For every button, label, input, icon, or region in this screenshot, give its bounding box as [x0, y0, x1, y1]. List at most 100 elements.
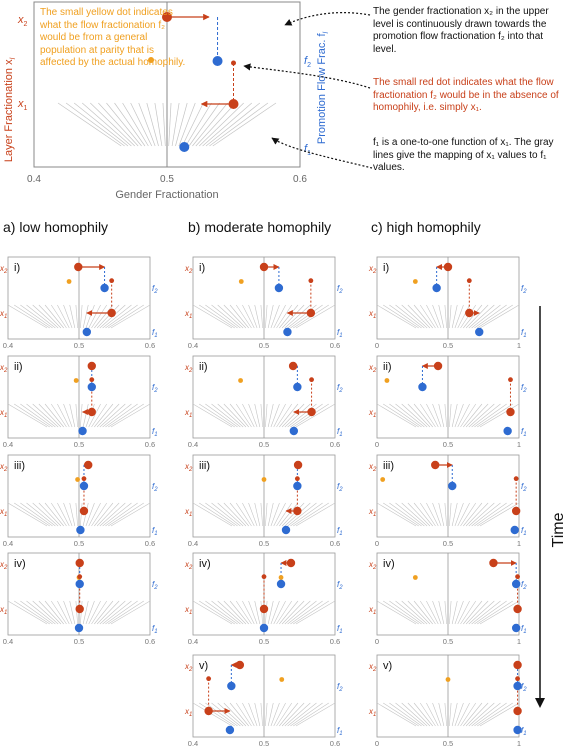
- panel-x-tick: 0.6: [330, 539, 340, 548]
- mapping-line: [479, 304, 520, 329]
- mapping-line: [248, 600, 258, 625]
- legend-mapping-line: [205, 102, 261, 147]
- red-small-dot: [466, 278, 472, 284]
- mapping-line: [413, 702, 433, 727]
- panel-x1-label: x1: [184, 707, 192, 718]
- mapping-line: [254, 502, 261, 527]
- legend-mapping-line: [192, 102, 228, 147]
- red-small-dot: [77, 574, 83, 580]
- mapping-line: [217, 702, 244, 727]
- mapping-line: [102, 600, 132, 625]
- mapping-line: [273, 502, 286, 527]
- mapping-line: [376, 702, 417, 727]
- mapping-line: [99, 403, 126, 428]
- mapping-line: [454, 600, 464, 625]
- mapping-line: [395, 403, 425, 428]
- panel-f2-label: f2: [521, 383, 527, 394]
- mapping-line: [474, 600, 507, 625]
- mapping-line: [248, 502, 258, 527]
- mapping-line: [69, 502, 76, 527]
- mapping-line: [82, 600, 89, 625]
- mapping-line: [383, 403, 419, 428]
- mapping-line: [211, 304, 241, 329]
- f1-dot: [225, 725, 235, 735]
- mapping-line: [290, 600, 323, 625]
- legend-mapping-line: [195, 102, 236, 147]
- mapping-line: [260, 304, 263, 329]
- f2-dot: [418, 382, 427, 392]
- mapping-line: [463, 702, 483, 727]
- mapping-line: [223, 502, 247, 527]
- mapping-line: [287, 600, 317, 625]
- panel-f1-label: f1: [521, 427, 527, 438]
- panel-row-label: i): [383, 262, 389, 274]
- panel-x-tick: 0.4: [188, 440, 198, 449]
- panel-f1-label: f1: [152, 427, 158, 438]
- mapping-line: [426, 600, 439, 625]
- mapping-line: [91, 304, 108, 329]
- mapping-line: [438, 403, 445, 428]
- mapping-line: [463, 403, 483, 428]
- panel-f1-label: f1: [337, 726, 343, 737]
- panel-high-1: i) x2 x1 f2 f1 0 0.5 1: [368, 256, 527, 350]
- f1-dot: [503, 426, 512, 436]
- mapping-line: [192, 502, 233, 527]
- mapping-line: [85, 600, 95, 625]
- mapping-line: [270, 702, 280, 727]
- panel-x-tick: 0.4: [188, 539, 198, 548]
- mapping-line: [96, 600, 120, 625]
- mapping-line: [389, 502, 422, 527]
- panel-x2-label: x2: [368, 264, 377, 275]
- mapping-line: [383, 702, 419, 727]
- panel-x-tick: 0.5: [74, 341, 84, 350]
- mapping-line: [32, 600, 59, 625]
- mapping-line: [235, 502, 252, 527]
- mapping-line: [14, 304, 50, 329]
- mapping-line: [105, 502, 138, 527]
- panel-x-tick: 0.6: [145, 440, 155, 449]
- mapping-line: [14, 403, 50, 428]
- mapping-line: [265, 403, 268, 428]
- mapping-line: [211, 702, 241, 727]
- panel-x1-label: x1: [0, 309, 7, 320]
- mapping-line: [91, 502, 108, 527]
- mapping-line: [242, 702, 255, 727]
- mapping-line: [444, 702, 447, 727]
- mapping-line: [279, 403, 299, 428]
- x2-dot: [431, 460, 440, 470]
- mapping-line: [192, 304, 233, 329]
- legend-mapping-line: [98, 102, 139, 147]
- mapping-line: [26, 600, 56, 625]
- mapping-line: [26, 304, 56, 329]
- x2-dot: [286, 558, 296, 568]
- mapping-line: [270, 304, 280, 329]
- mapping-line: [468, 403, 495, 428]
- mapping-line: [254, 600, 261, 625]
- mapping-line: [293, 502, 329, 527]
- f1-dot: [283, 327, 292, 337]
- mapping-line: [407, 502, 431, 527]
- mapping-line: [465, 403, 489, 428]
- callout-arrow-gender: [284, 12, 371, 26]
- mapping-line: [444, 502, 447, 527]
- f1-dot: [78, 426, 87, 436]
- mapping-line: [471, 304, 501, 329]
- panel-f1-label: f1: [337, 427, 343, 438]
- mapping-line: [102, 304, 132, 329]
- mapping-line: [449, 600, 452, 625]
- mapping-line: [457, 502, 470, 527]
- legend-mapping-line: [106, 102, 142, 147]
- mapping-line: [468, 502, 495, 527]
- f1-mapping-note: f₁ is a one-to-one function of x₁. The g…: [373, 137, 554, 174]
- x1-dot: [259, 604, 269, 614]
- panel-x-tick: 0.5: [259, 637, 269, 646]
- panel-x1-label: x1: [368, 309, 376, 320]
- panel-high-5: v) x2 x1 f2 f1 0 0.5 1: [368, 654, 527, 748]
- yellow-dot: [380, 477, 386, 482]
- panel-x-tick: 0.4: [188, 637, 198, 646]
- yellow-dot: [445, 677, 451, 682]
- mapping-line: [7, 304, 48, 329]
- f2-dot: [511, 579, 521, 589]
- mapping-line: [438, 600, 445, 625]
- mapping-line: [50, 502, 67, 527]
